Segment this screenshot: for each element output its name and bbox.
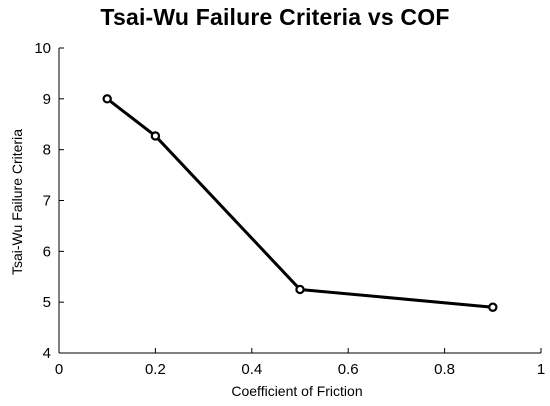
x-tick-label: 1 (537, 361, 545, 378)
data-point (102, 94, 112, 104)
axes (58, 48, 541, 354)
y-tick-label: 8 (43, 142, 51, 159)
chart-title: Tsai-Wu Failure Criteria vs COF (100, 4, 450, 30)
x-tick-label: 0.8 (434, 361, 455, 378)
x-tick-label: 0.6 (338, 361, 359, 378)
y-tick-label: 5 (43, 294, 51, 311)
series (102, 94, 498, 312)
data-point (488, 302, 498, 312)
y-tick-label: 10 (34, 40, 51, 57)
y-tick-label: 4 (43, 345, 51, 362)
data-point (150, 131, 161, 141)
ticks: 4 5 6 7 8 9 10 0 0.2 0.4 0.6 0.8 1 (34, 40, 545, 378)
x-axis-label: Coefficient of Friction (231, 383, 362, 399)
y-tick-label: 6 (43, 243, 51, 260)
x-tick-label: 0 (55, 361, 63, 378)
x-tick-label: 0.2 (145, 361, 166, 378)
y-tick-label: 9 (43, 91, 51, 108)
y-tick-label: 7 (43, 193, 51, 210)
series-line (105, 97, 495, 309)
y-axis-label: Tsai-Wu Failure Criteria (9, 129, 25, 275)
x-tick-label: 0.4 (241, 361, 262, 378)
data-point (295, 284, 305, 295)
